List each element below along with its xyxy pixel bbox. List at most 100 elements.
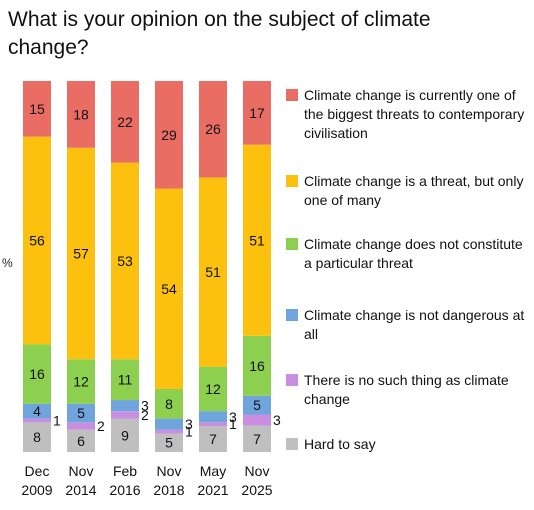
bar-segment <box>155 388 183 419</box>
data-label: 5 <box>165 435 173 451</box>
data-label: 9 <box>121 427 129 443</box>
bar-segment <box>67 422 95 430</box>
bar-segment <box>199 411 227 423</box>
bar-segment <box>243 144 271 336</box>
data-label: 4 <box>33 403 41 419</box>
data-label: 3 <box>273 412 281 428</box>
data-label: 5 <box>253 397 261 413</box>
data-label: 57 <box>73 246 89 262</box>
data-label: 26 <box>205 121 221 137</box>
x-tick-label: 2025 <box>241 482 272 498</box>
bar-segment <box>155 81 183 189</box>
data-label: 18 <box>73 106 89 122</box>
chart-title: What is your opinion on the subject of c… <box>8 8 431 59</box>
bar-segment <box>199 177 227 367</box>
bar-segment <box>111 400 139 412</box>
bar-segment <box>67 403 95 423</box>
legend-swatch <box>286 175 298 187</box>
data-label: 12 <box>205 381 221 397</box>
legend-label: Climate change does not constitute a par… <box>304 236 523 271</box>
x-tick-label: Nov <box>157 463 182 479</box>
legend-swatch <box>286 89 298 101</box>
data-label: 7 <box>209 431 217 447</box>
data-label: 6 <box>77 433 85 449</box>
bar-segment <box>155 188 183 389</box>
bar-segment <box>155 433 183 452</box>
data-label: 3 <box>185 416 193 432</box>
data-label: 8 <box>33 429 41 445</box>
bar-segment <box>23 344 51 404</box>
x-tick-label: 2018 <box>153 482 184 498</box>
legend-item-not-particular: Climate change does not constitute a par… <box>286 235 532 273</box>
legend-item-one-of-many: Climate change is a threat, but only one… <box>286 172 532 210</box>
bar-segment <box>155 418 183 430</box>
x-tick-label: May <box>200 463 226 479</box>
bar-segment <box>243 414 271 426</box>
data-label: 12 <box>73 374 89 390</box>
data-label: 56 <box>29 233 45 249</box>
bar-segment <box>199 81 227 178</box>
x-tick-label: Nov <box>69 463 94 479</box>
data-label: 1 <box>229 416 237 432</box>
data-label: 16 <box>29 366 45 382</box>
bar-segment <box>243 81 271 145</box>
bar-segment <box>199 366 227 412</box>
bar-segment <box>111 81 139 163</box>
legend-swatch <box>286 374 298 386</box>
x-tick-label: 2009 <box>21 482 52 498</box>
data-label: 5 <box>77 405 85 421</box>
data-label: 54 <box>161 281 177 297</box>
legend-swatch <box>286 309 298 321</box>
data-label: 51 <box>249 232 265 248</box>
bar-segment <box>23 81 51 137</box>
legend-swatch <box>286 438 298 450</box>
data-label: 51 <box>205 264 221 280</box>
data-label: 53 <box>117 253 133 269</box>
data-label: 8 <box>165 396 173 412</box>
legend-label: There is no such thing as climate change <box>304 372 509 407</box>
legend-label: Climate change is a threat, but only one… <box>304 173 524 208</box>
bar-segment <box>111 411 139 419</box>
legend-item-hard-to-say: Hard to say <box>286 435 532 454</box>
bar-segment <box>111 418 139 452</box>
x-tick-label: 2016 <box>109 482 140 498</box>
bar-segment <box>155 429 183 434</box>
x-tick-label: 2021 <box>197 482 228 498</box>
stacked-bar-chart: 814165615Dec2009625125718Nov201492311532… <box>21 81 281 498</box>
data-label: 2 <box>97 418 105 434</box>
legend-label: Hard to say <box>304 436 376 452</box>
legend-item-biggest-threat: Climate change is currently one of the b… <box>286 86 532 143</box>
x-tick-label: Nov <box>245 463 270 479</box>
bar-segment <box>243 335 271 396</box>
bar-segment <box>111 359 139 401</box>
data-label: 11 <box>118 372 133 388</box>
bar-segment <box>67 81 95 148</box>
bar-segment <box>23 418 51 423</box>
x-tick-label: Dec <box>25 463 50 479</box>
bar-segment <box>199 422 227 427</box>
data-label: 22 <box>117 114 133 130</box>
legend-label: Climate change is currently one of the b… <box>304 87 525 141</box>
bar-segment <box>23 403 51 419</box>
bar-segment <box>243 425 271 452</box>
data-label: 3 <box>229 409 237 425</box>
data-label: 7 <box>253 431 261 447</box>
bar-segment <box>23 422 51 452</box>
bar-segment <box>243 395 271 415</box>
bar-segment <box>67 429 95 452</box>
data-label: 1 <box>53 412 61 428</box>
data-label: 3 <box>141 398 149 414</box>
bar-segment <box>67 359 95 404</box>
x-tick-label: 2014 <box>65 482 96 498</box>
bar-segment <box>67 147 95 360</box>
data-label: 16 <box>249 358 265 374</box>
legend-label: Climate change is not dangerous at all <box>304 307 525 342</box>
x-tick-label: Feb <box>113 463 137 479</box>
legend-swatch <box>286 238 298 250</box>
y-axis-label: % <box>2 256 13 270</box>
bar-segment <box>111 162 139 360</box>
bar-segment <box>23 136 51 345</box>
data-label: 1 <box>185 424 193 440</box>
legend-item-no-such-thing: There is no such thing as climate change <box>286 371 532 409</box>
data-label: 15 <box>29 101 45 117</box>
